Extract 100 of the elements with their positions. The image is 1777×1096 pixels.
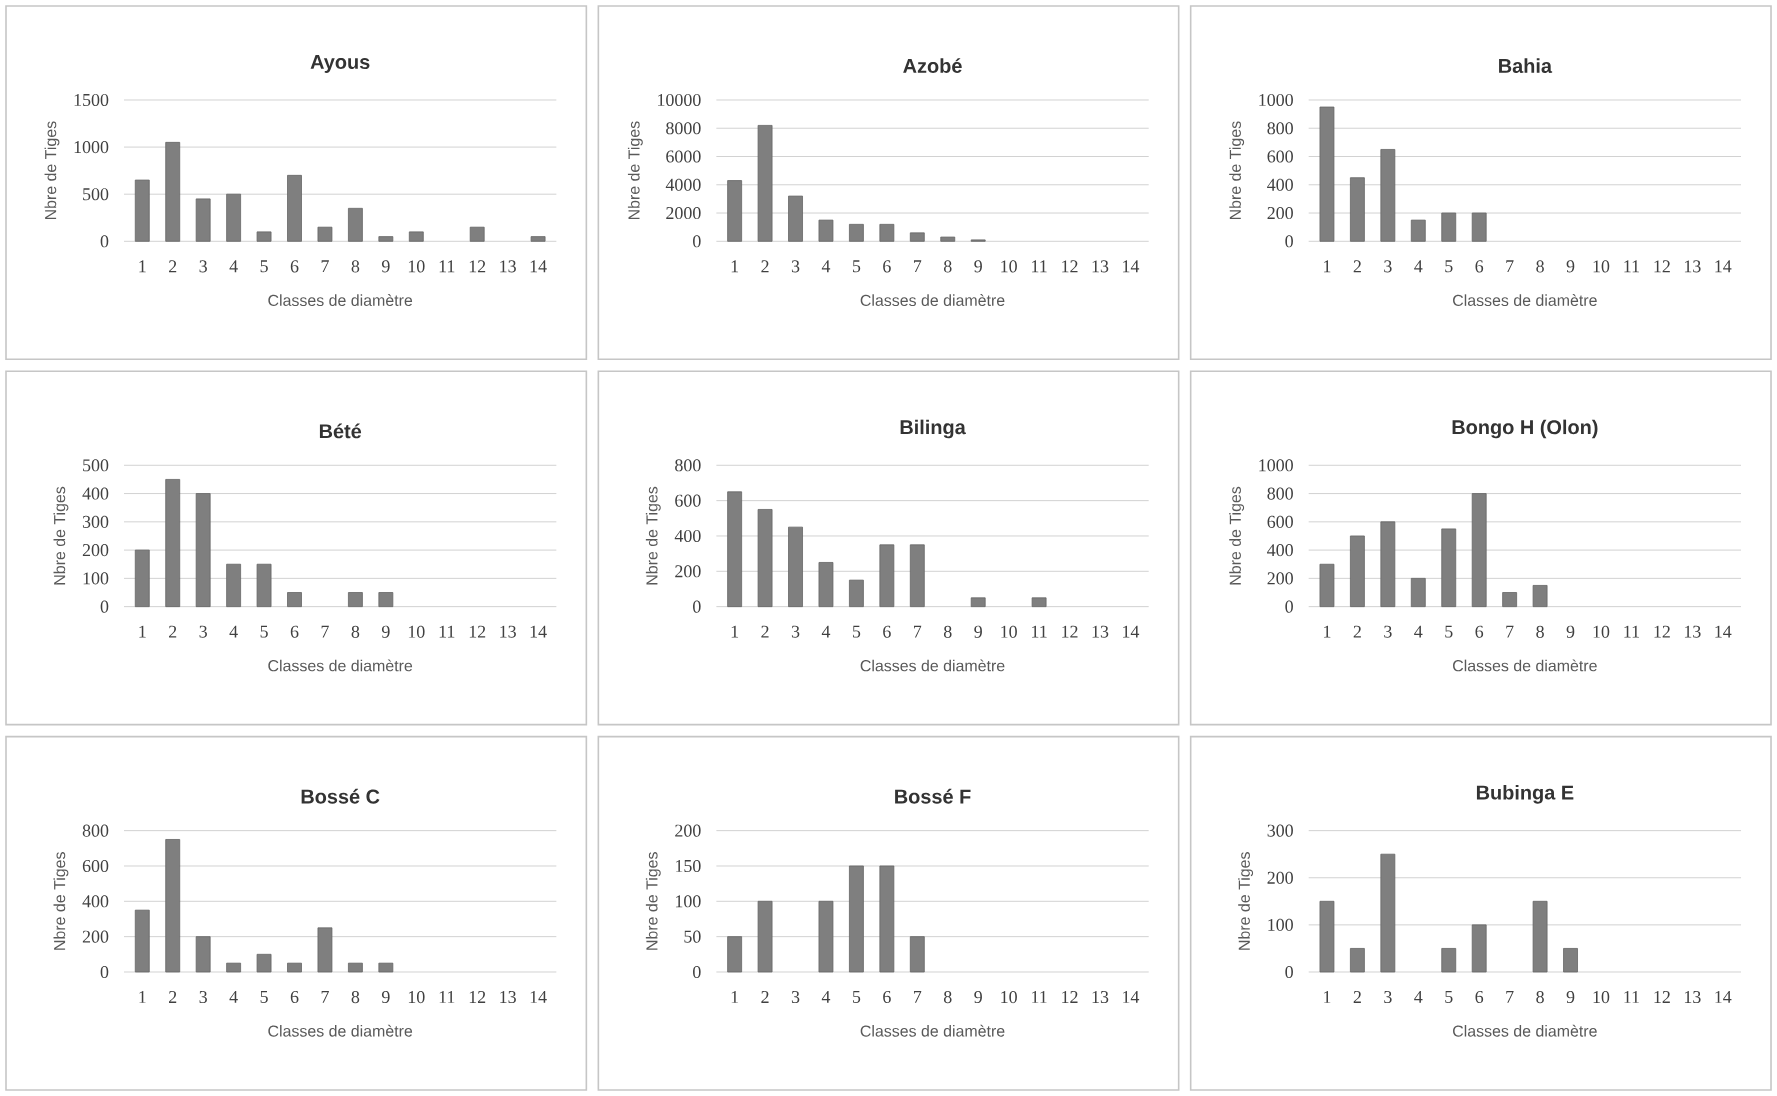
x-tick-label: 2 — [169, 260, 177, 273]
bar — [165, 141, 181, 242]
y-tick-label: 500 — [83, 188, 109, 201]
bar — [348, 962, 363, 973]
x-tick-label: 9 — [974, 625, 982, 638]
x-tick-label: 10 — [408, 991, 425, 1004]
bar — [1410, 577, 1426, 608]
x-tick-label: 2 — [761, 991, 769, 1003]
x-tick-label: 13 — [500, 991, 516, 1004]
x-tick-label: 1 — [731, 260, 739, 273]
x-tick-label: 12 — [1654, 991, 1670, 1003]
y-tick-label: 400 — [1267, 544, 1293, 557]
x-tick-label: 11 — [439, 991, 455, 1003]
x-tick-label: 6 — [290, 260, 299, 273]
y-tick-label: 200 — [1267, 871, 1293, 884]
x-tick-label: 10 — [408, 625, 425, 638]
x-tick-label: 4 — [821, 260, 831, 273]
x-tick-label: 13 — [1092, 260, 1109, 273]
x-tick-label: 4 — [821, 625, 831, 638]
x-tick-label: 7 — [914, 260, 922, 273]
bar — [1319, 563, 1335, 608]
y-tick-label: 4000 — [665, 178, 701, 191]
x-tick-label: 3 — [791, 625, 800, 638]
bar — [909, 936, 925, 973]
x-tick-label: 5 — [1445, 625, 1453, 638]
y-tick-label: 1000 — [1259, 93, 1293, 107]
y-axis-title: Nbre de Tiges — [627, 121, 643, 220]
x-tick-label: 12 — [1062, 625, 1078, 638]
x-tick-label: 9 — [381, 991, 390, 1004]
bar — [165, 479, 181, 608]
x-axis-title: Classes de diamètre — [268, 1024, 413, 1037]
bar — [256, 231, 272, 242]
x-tick-label: 11 — [1032, 260, 1047, 273]
x-tick-label: 10 — [1001, 260, 1017, 273]
bar — [317, 226, 333, 242]
x-tick-label: 12 — [1062, 260, 1078, 273]
x-tick-label: 7 — [1506, 260, 1514, 273]
x-tick-label: 11 — [1624, 625, 1639, 638]
x-tick-label: 3 — [791, 991, 800, 1004]
x-tick-label: 14 — [530, 625, 547, 638]
x-tick-label: 4 — [229, 260, 238, 273]
x-axis-title: Classes de diamètre — [1453, 294, 1597, 307]
x-tick-label: 11 — [1624, 991, 1639, 1003]
bar — [378, 592, 394, 608]
y-tick-label: 200 — [675, 824, 701, 837]
x-tick-label: 11 — [1624, 260, 1639, 273]
y-axis-title: Nbre de Tiges — [645, 486, 661, 585]
x-axis-title: Classes de diamètre — [860, 1024, 1005, 1037]
bar — [1350, 177, 1365, 242]
y-tick-label: 10000 — [658, 93, 701, 107]
bar — [378, 236, 394, 242]
x-tick-label: 13 — [1684, 260, 1701, 273]
x-tick-label: 14 — [530, 260, 547, 273]
x-tick-label: 2 — [1353, 260, 1361, 273]
y-tick-label: 200 — [675, 565, 701, 578]
x-tick-label: 9 — [974, 991, 982, 1004]
x-tick-label: 13 — [1684, 991, 1701, 1004]
x-tick-label: 12 — [469, 991, 486, 1003]
x-tick-label: 4 — [1414, 260, 1423, 273]
x-tick-label: 12 — [469, 625, 486, 638]
bar — [256, 563, 272, 608]
y-tick-label: 200 — [1267, 572, 1293, 585]
bar — [226, 563, 242, 608]
x-tick-label: 6 — [883, 260, 891, 273]
bar — [1471, 493, 1487, 608]
bar — [378, 962, 394, 973]
x-tick-label: 2 — [761, 625, 769, 638]
bar — [1532, 900, 1548, 973]
x-tick-label: 7 — [914, 625, 922, 638]
y-tick-label: 600 — [1267, 515, 1293, 528]
bar — [1502, 592, 1518, 608]
x-tick-label: 8 — [1536, 260, 1544, 273]
x-tick-label: 14 — [1715, 625, 1732, 638]
x-tick-label: 12 — [1062, 991, 1078, 1003]
bar — [909, 232, 925, 242]
bar — [348, 207, 363, 242]
x-tick-label: 4 — [1414, 625, 1423, 638]
chart-title: Bilinga — [900, 419, 966, 439]
bar — [134, 179, 150, 242]
x-tick-label: 3 — [1384, 991, 1392, 1004]
y-tick-label: 0 — [693, 600, 701, 613]
x-tick-label: 3 — [1384, 260, 1392, 273]
x-tick-label: 4 — [229, 991, 238, 1003]
x-tick-label: 1 — [139, 260, 146, 273]
x-tick-label: 3 — [791, 260, 800, 273]
bar — [757, 900, 773, 973]
x-tick-label: 8 — [943, 991, 952, 1004]
x-tick-label: 13 — [1092, 625, 1109, 638]
chart-title: Bubinga E — [1476, 784, 1574, 804]
bar — [1410, 219, 1426, 242]
bar — [940, 236, 956, 242]
x-tick-label: 7 — [1506, 625, 1514, 638]
bar — [849, 223, 864, 242]
x-tick-label: 1 — [731, 625, 739, 638]
bar — [1471, 212, 1487, 242]
x-tick-label: 14 — [1715, 260, 1732, 273]
x-tick-label: 6 — [883, 625, 891, 638]
bar — [879, 223, 895, 242]
x-tick-label: 5 — [260, 625, 268, 638]
x-axis-title: Classes de diamètre — [1453, 659, 1597, 672]
